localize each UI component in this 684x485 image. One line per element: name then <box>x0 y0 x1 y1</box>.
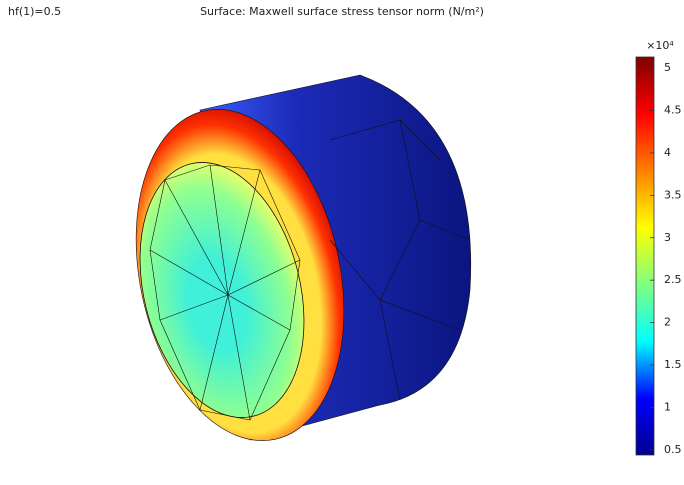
colorbar-tick-label: 4 <box>664 146 671 159</box>
colorbar-tick-label: 0.5 <box>664 443 682 456</box>
colorbar-tick-label: 5 <box>664 61 671 74</box>
colorbar-tick-label: 3.5 <box>664 188 682 201</box>
colorbar-multiplier: ×10⁴ <box>646 39 674 52</box>
cylinder <box>135 74 472 441</box>
colorbar-scale <box>635 56 655 456</box>
colorbar-tick-label: 1.5 <box>664 358 682 371</box>
colorbar-tick-label: 2 <box>664 316 671 329</box>
colorbar-tick-label: 2.5 <box>664 273 682 286</box>
colorbar-tick-label: 3 <box>664 231 671 244</box>
parameter-label: hf(1)=0.5 <box>8 5 61 18</box>
colorbar-tick-label: 4.5 <box>664 103 682 116</box>
chart-title: Surface: Maxwell surface stress tensor n… <box>200 5 484 18</box>
colorbar: ×10⁴ 0.5 1 1.5 2 2.5 3 3.5 4 4.5 5 <box>635 39 682 456</box>
colorbar-tick-label: 1 <box>664 400 671 413</box>
